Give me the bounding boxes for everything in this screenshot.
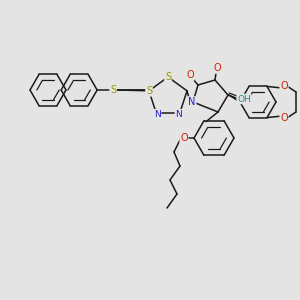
Text: OH: OH: [237, 94, 251, 103]
Text: O: O: [280, 113, 288, 123]
Text: O: O: [280, 81, 288, 91]
Text: N: N: [188, 97, 196, 107]
Text: O: O: [180, 133, 188, 143]
Text: S: S: [110, 85, 116, 95]
Text: N: N: [154, 110, 160, 119]
Text: S: S: [165, 72, 171, 82]
Text: S: S: [146, 86, 152, 96]
Text: O: O: [186, 70, 194, 80]
Text: N: N: [176, 110, 182, 119]
Text: O: O: [213, 63, 221, 73]
